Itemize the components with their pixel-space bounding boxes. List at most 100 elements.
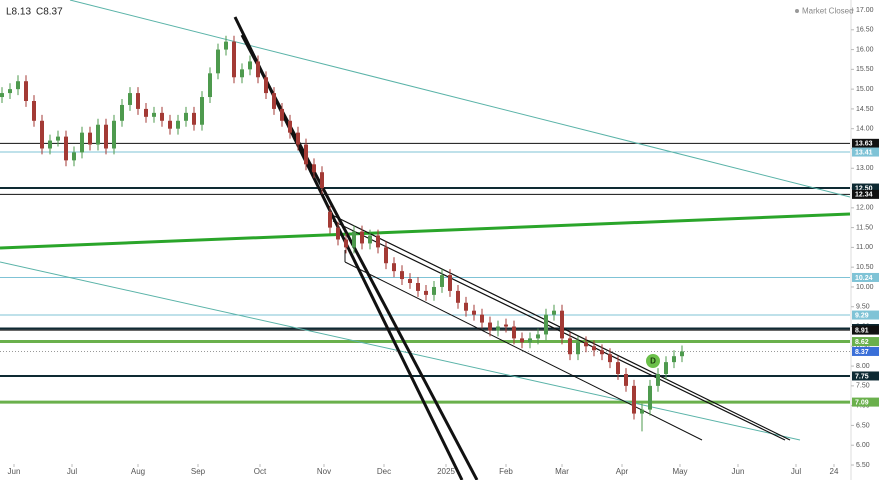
candle-body: [400, 271, 404, 280]
candle-body: [224, 41, 228, 50]
candle-body: [192, 112, 196, 125]
candle-body: [296, 132, 300, 145]
candle-body: [536, 334, 540, 339]
x-tick-label: Sep: [191, 467, 206, 476]
level-label: 13.63: [855, 141, 873, 148]
candle-body: [112, 120, 116, 149]
level-label: 9.29: [855, 312, 869, 319]
level-tag: [852, 138, 879, 148]
level-tag: [852, 189, 879, 199]
level-labels: 13.6313.4112.5012.3410.249.298.958.918.6…: [852, 138, 879, 407]
candle-body: [64, 136, 68, 161]
candle-body: [352, 231, 356, 248]
x-tick-label: Jul: [67, 467, 77, 476]
x-tick-label: 24: [830, 467, 839, 476]
level-label: 8.91: [855, 327, 869, 334]
y-tick-label: 16.50: [856, 27, 874, 34]
x-tick-label: Feb: [499, 467, 513, 476]
status-dot: [795, 9, 799, 13]
level-tag: [852, 183, 879, 193]
signal-marker: [646, 354, 660, 368]
candle-body: [304, 144, 308, 165]
candle-body: [288, 120, 292, 133]
candle-body: [520, 338, 524, 343]
y-tick-label: 8.50: [856, 343, 870, 350]
level-label: 13.41: [855, 149, 873, 156]
level-tag: [852, 397, 879, 407]
candle-body: [592, 346, 596, 351]
candle-body: [256, 61, 260, 78]
candle-body: [88, 132, 92, 145]
candle-body: [48, 140, 52, 149]
y-tick-label: 8.00: [856, 363, 870, 370]
level-tag: [852, 272, 879, 282]
market-status: Market Closed: [802, 7, 854, 16]
candle-body: [528, 338, 532, 343]
level-tag: [852, 337, 879, 347]
channel-line: [332, 220, 786, 441]
level-tag: [852, 310, 879, 320]
candle-body: [384, 247, 388, 264]
x-tick-label: Apr: [616, 467, 629, 476]
level-label: 8.62: [855, 339, 869, 346]
candle-body: [200, 97, 204, 125]
candle-body: [8, 89, 12, 94]
candle-body: [56, 136, 60, 141]
price-levels: [0, 142, 850, 404]
candle-body: [80, 132, 84, 153]
candle-body: [96, 124, 100, 145]
candle-body: [440, 275, 444, 287]
x-tick-label: Jun: [732, 467, 745, 476]
trend-line: [0, 212, 851, 250]
candle-body: [544, 314, 548, 335]
candle-body: [672, 356, 676, 363]
candle-body: [0, 93, 4, 98]
candle-body: [488, 322, 492, 331]
trend-line: [240, 34, 479, 480]
y-tick-label: 11.00: [856, 244, 873, 251]
candle-body: [40, 120, 44, 149]
x-axis: Jun Jul Aug Sep Oct Nov Dec 2025 Feb Mar Apr May Jun…: [8, 464, 839, 476]
y-tick-label: 14.00: [856, 126, 874, 133]
y-tick-label: 14.50: [856, 106, 874, 113]
x-tick-label: May: [672, 467, 687, 476]
y-tick-label: 17.00: [856, 7, 874, 14]
y-tick-label: 6.00: [856, 442, 870, 449]
candle-body: [264, 77, 268, 94]
candle-body: [360, 231, 364, 244]
candle-body: [32, 101, 36, 121]
y-tick-label: 10.50: [856, 264, 874, 271]
candle-body: [104, 124, 108, 149]
level-label: 12.34: [855, 192, 873, 199]
candle-body: [632, 385, 636, 414]
candle-body: [232, 41, 236, 78]
level-tag: [852, 346, 879, 356]
candle-body: [216, 49, 220, 74]
candle-body: [456, 290, 460, 303]
x-tick-label: Mar: [555, 467, 569, 476]
signal-label: D: [650, 357, 656, 366]
candle-body: [280, 108, 284, 121]
candle-body: [72, 152, 76, 161]
level-label: 7.09: [855, 399, 869, 406]
candle-body: [624, 374, 628, 386]
candle-body: [336, 227, 340, 240]
level-label: 7.75: [855, 373, 869, 380]
candle-body: [120, 104, 124, 121]
candle-body: [376, 235, 380, 248]
candle-body: [680, 351, 684, 357]
candle-body: [368, 235, 372, 244]
low-value: L8.13: [6, 7, 31, 18]
candle-body: [480, 314, 484, 323]
x-tick-label: Oct: [254, 467, 267, 476]
candle-body: [576, 342, 580, 355]
drawings: [0, 0, 851, 480]
candle-body: [392, 263, 396, 272]
candle-body: [320, 172, 324, 189]
y-tick-label: 15.00: [856, 86, 874, 93]
y-tick-label: 11.50: [856, 224, 873, 231]
candle-body: [168, 120, 172, 129]
level-label: 8.37: [855, 349, 869, 356]
